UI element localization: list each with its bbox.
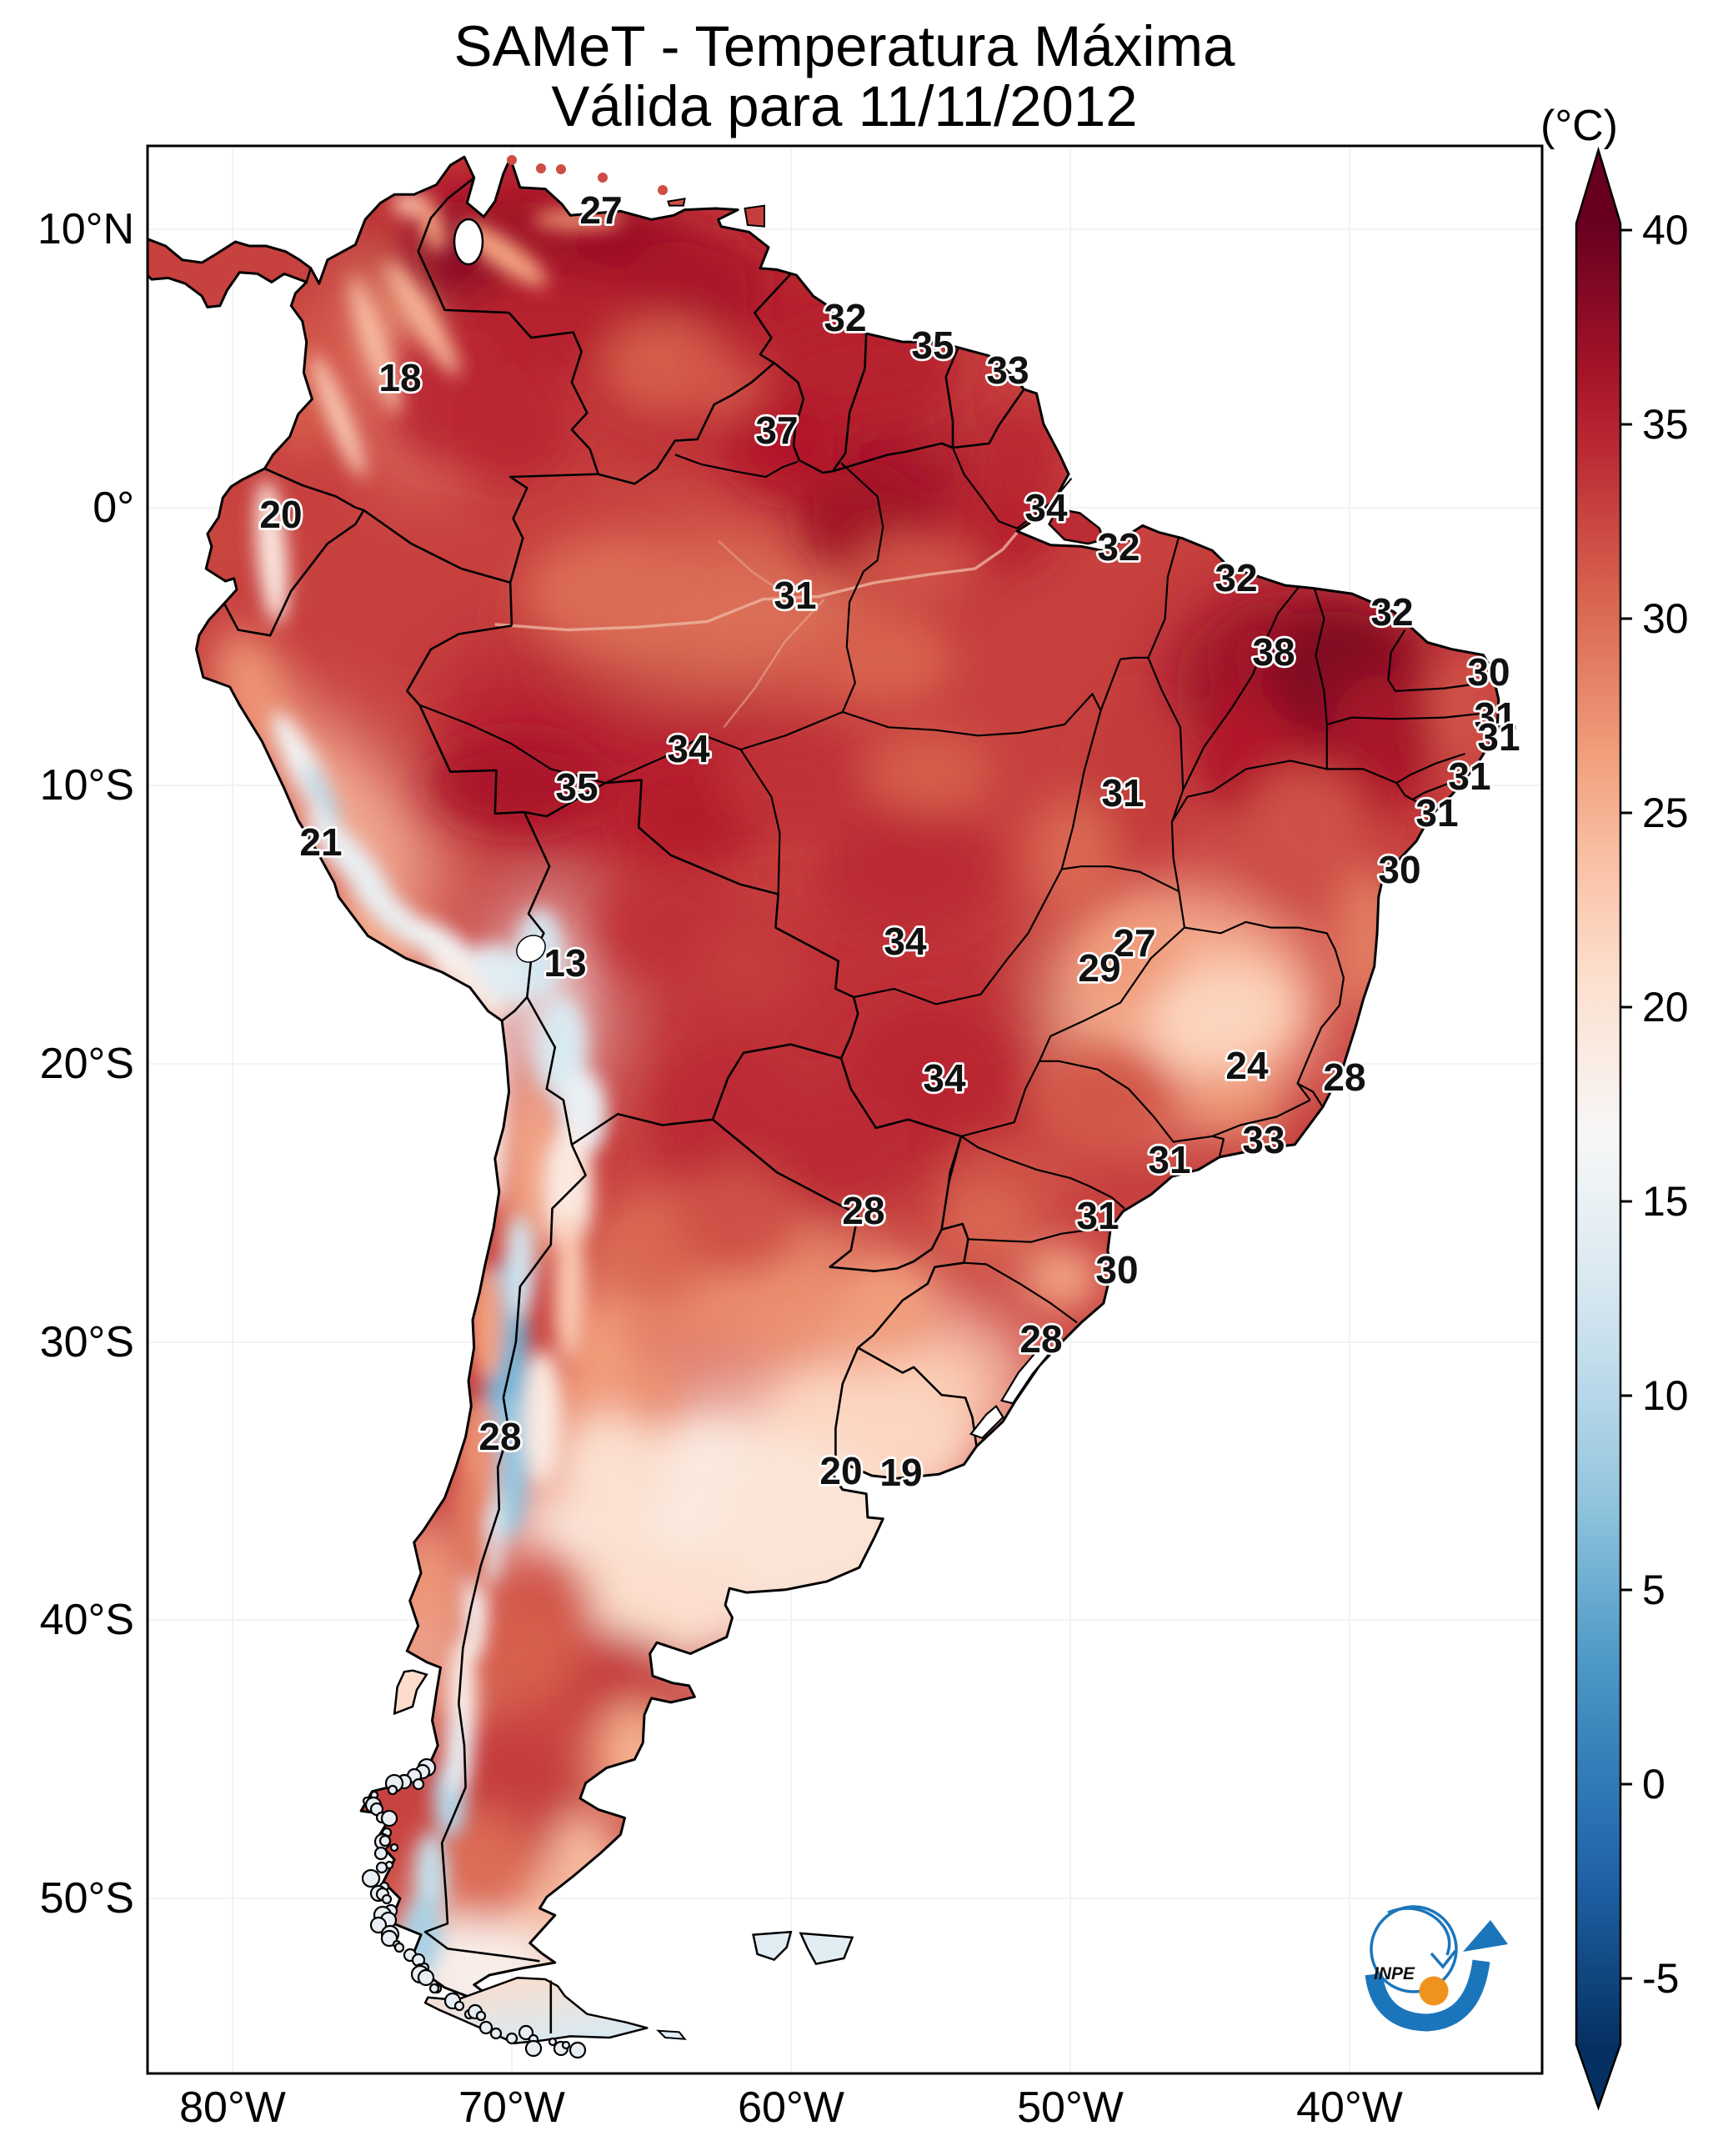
svg-text:32: 32 [824, 296, 866, 339]
svg-text:31: 31 [774, 574, 816, 617]
svg-text:31: 31 [1474, 694, 1516, 738]
svg-text:34: 34 [884, 920, 927, 963]
svg-text:31: 31 [1415, 791, 1458, 835]
svg-text:37: 37 [755, 409, 798, 452]
svg-text:31: 31 [1101, 771, 1144, 815]
svg-text:33: 33 [986, 348, 1029, 392]
svg-text:(°C): (°C) [1540, 102, 1618, 150]
svg-text:31: 31 [1076, 1194, 1119, 1237]
svg-text:30: 30 [1467, 650, 1510, 694]
svg-text:32: 32 [1370, 590, 1413, 634]
svg-text:35: 35 [555, 765, 598, 809]
svg-text:27: 27 [1113, 921, 1155, 965]
svg-text:30: 30 [1642, 595, 1689, 642]
svg-text:31: 31 [1448, 755, 1490, 798]
svg-text:18: 18 [378, 356, 421, 399]
svg-text:0°: 0° [93, 484, 134, 532]
svg-text:40°W: 40°W [1296, 2083, 1403, 2132]
svg-text:27: 27 [579, 188, 622, 232]
svg-text:SAMeT - Temperatura Máxima: SAMeT - Temperatura Máxima [454, 14, 1236, 78]
svg-text:Válida para 11/11/2012: Válida para 11/11/2012 [551, 74, 1137, 138]
svg-text:34: 34 [667, 727, 710, 770]
svg-text:30: 30 [1095, 1248, 1138, 1291]
svg-text:-5: -5 [1642, 1955, 1679, 2002]
svg-text:15: 15 [1642, 1178, 1689, 1225]
svg-text:24: 24 [1225, 1044, 1269, 1087]
svg-text:29: 29 [1078, 946, 1120, 990]
svg-text:28: 28 [1323, 1055, 1365, 1099]
svg-text:20°S: 20°S [40, 1040, 134, 1088]
svg-text:38: 38 [1252, 630, 1295, 674]
svg-text:30: 30 [1378, 848, 1420, 891]
svg-text:32: 32 [1097, 525, 1139, 569]
svg-text:20: 20 [1642, 984, 1689, 1030]
svg-text:40°S: 40°S [40, 1596, 134, 1644]
svg-text:25: 25 [1642, 790, 1689, 836]
svg-text:0: 0 [1642, 1761, 1665, 1808]
svg-text:34: 34 [1024, 486, 1068, 529]
svg-text:60°W: 60°W [738, 2083, 844, 2132]
svg-text:35: 35 [911, 323, 954, 367]
svg-text:28: 28 [1019, 1317, 1062, 1361]
svg-text:19: 19 [879, 1451, 922, 1494]
svg-text:33: 33 [1242, 1118, 1285, 1161]
svg-text:10°N: 10°N [38, 205, 134, 253]
svg-text:21: 21 [299, 820, 342, 864]
svg-text:31: 31 [1148, 1138, 1190, 1181]
svg-text:20: 20 [259, 493, 302, 536]
svg-text:28: 28 [478, 1415, 521, 1458]
svg-text:10: 10 [1642, 1372, 1689, 1419]
svg-text:5: 5 [1642, 1567, 1665, 1613]
svg-text:50°S: 50°S [40, 1874, 134, 1923]
svg-text:28: 28 [842, 1189, 884, 1232]
svg-text:INPE: INPE [1374, 1964, 1415, 1983]
svg-text:20: 20 [819, 1449, 862, 1492]
svg-text:70°W: 70°W [458, 2083, 565, 2132]
svg-text:10°S: 10°S [40, 761, 134, 810]
svg-text:35: 35 [1642, 401, 1689, 448]
svg-text:80°W: 80°W [179, 2083, 286, 2132]
svg-text:31: 31 [1477, 715, 1520, 759]
svg-text:40: 40 [1642, 207, 1689, 253]
svg-text:32: 32 [1215, 556, 1257, 599]
svg-text:13: 13 [543, 941, 586, 985]
svg-text:34: 34 [923, 1056, 966, 1100]
svg-text:50°W: 50°W [1017, 2083, 1124, 2132]
svg-text:30°S: 30°S [40, 1318, 134, 1366]
